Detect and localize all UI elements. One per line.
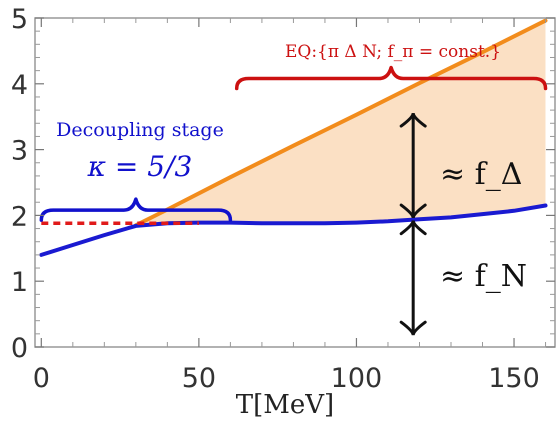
tick-layer: 0 50 100 150 0 1 2 3 4 5 [11, 4, 555, 394]
x-tick-label: 150 [488, 363, 540, 394]
plot-frame [34, 17, 556, 348]
red-brace [234, 65, 548, 91]
x-tick-label: 100 [331, 363, 383, 394]
arrow-upper-head-bottom [399, 203, 427, 219]
y-tick-label: 5 [11, 4, 28, 35]
y-tick-label: 2 [11, 201, 28, 232]
decoupling-label: Decoupling stage [56, 119, 224, 141]
arrow-upper-head-top [399, 112, 427, 128]
arrow-lower-head-top [399, 220, 427, 236]
arrow-lower-head-bottom [399, 320, 427, 336]
blue-line [39, 203, 548, 257]
x-tick-label: 0 [33, 363, 50, 394]
x-tick-label: 50 [182, 363, 216, 394]
y-tick-label: 3 [11, 136, 28, 167]
eq-label: EQ:{π Δ N; f_π = const.} [285, 42, 501, 62]
y-tick-label: 4 [11, 70, 28, 101]
y-tick-label: 0 [11, 333, 28, 364]
kappa-label: κ = 5/3 [87, 150, 193, 183]
blue-brace [39, 197, 233, 222]
f-delta-label: ≈ f_Δ [440, 157, 522, 192]
f-n-label: ≈ f_N [440, 259, 527, 294]
x-axis-title: T[MeV] [236, 390, 334, 420]
orange-line [133, 18, 548, 228]
series-layer [39, 18, 548, 257]
annotation-layer: EQ:{π Δ N; f_π = const.} Decoupling stage… [39, 42, 548, 336]
y-tick-label: 1 [11, 267, 28, 298]
